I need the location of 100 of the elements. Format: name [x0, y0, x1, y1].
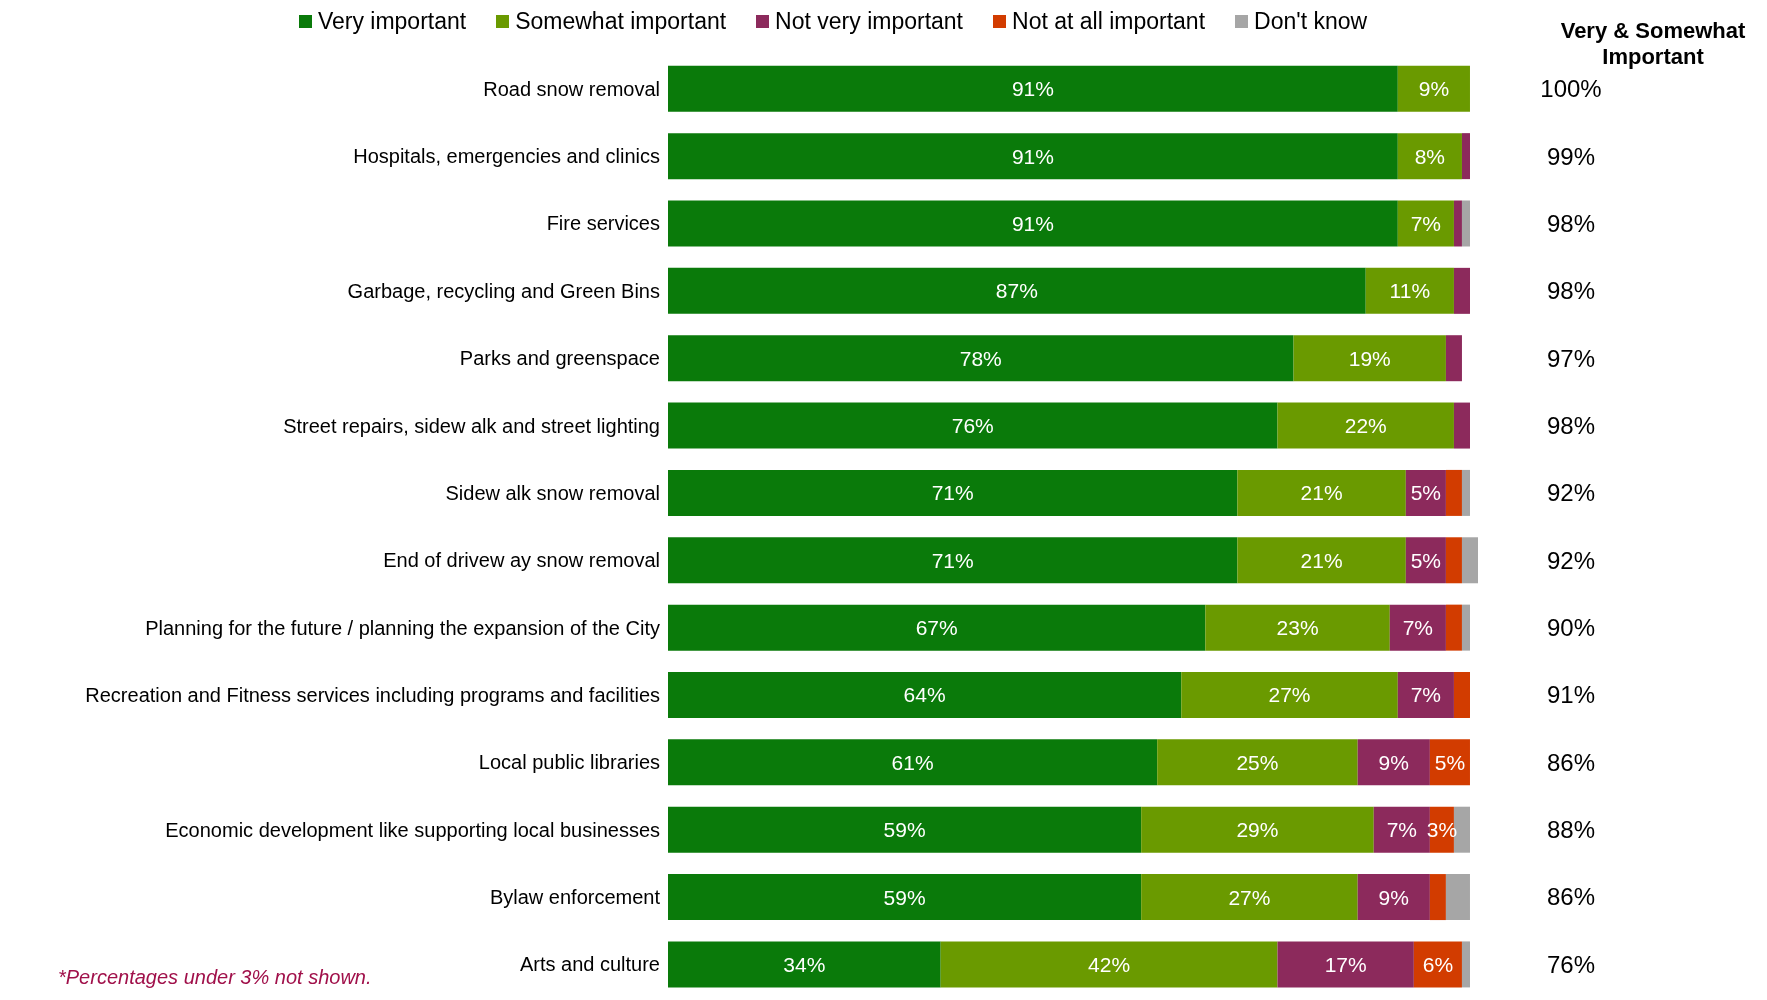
data-label: 9%	[1418, 77, 1450, 101]
text: 88%	[1546, 816, 1596, 844]
text: Very & Somewhat Important	[1559, 18, 1747, 70]
text: 98%	[1546, 277, 1596, 305]
data-label: 6%	[1422, 952, 1454, 976]
y-tick-label: Sidew alk snow removal	[445, 481, 660, 504]
bar	[1461, 537, 1478, 584]
data-label: 7%	[1410, 211, 1442, 235]
bar	[1365, 267, 1454, 314]
bar	[1157, 739, 1358, 786]
bar	[1429, 874, 1446, 921]
data-label: 9%	[1378, 885, 1409, 909]
data-label: 25%	[1236, 750, 1279, 774]
data-label: 23%	[1276, 616, 1319, 640]
text: 98%	[1546, 209, 1596, 237]
y-tick-label: Fire services	[546, 212, 660, 235]
data-label: 21%	[1300, 548, 1343, 572]
bar	[1445, 537, 1462, 584]
legend-label: Somewhat important	[515, 8, 727, 35]
bar	[1237, 469, 1406, 516]
bar	[668, 335, 1294, 382]
bar	[1445, 604, 1462, 651]
bar	[668, 941, 941, 988]
data-label: 87%	[995, 279, 1038, 303]
bar	[1141, 874, 1358, 921]
bar	[1397, 133, 1462, 180]
y-tick-label: Planning for the future / planning the expansion of the City	[145, 616, 660, 639]
y-tick-label: Hospitals, emergencies and clinics	[353, 145, 660, 168]
data-label: 59%	[883, 885, 926, 909]
bar	[668, 739, 1158, 786]
bar	[1445, 335, 1462, 382]
bar	[1461, 469, 1470, 516]
bar	[668, 267, 1366, 314]
text: 92%	[1546, 479, 1596, 507]
legend-label: Very important	[317, 8, 467, 35]
legend-label: Don't know	[1254, 8, 1368, 35]
text: 90%	[1546, 614, 1596, 642]
bar	[1277, 941, 1414, 988]
data-label: 7%	[1386, 818, 1417, 842]
data-label: 11%	[1389, 279, 1431, 303]
bar	[1397, 65, 1470, 112]
bar	[1397, 200, 1454, 247]
data-label: 22%	[1344, 414, 1387, 438]
text: 86%	[1546, 883, 1596, 911]
data-label: 71%	[931, 481, 974, 505]
data-label: 64%	[903, 683, 946, 707]
bar	[1453, 671, 1470, 718]
y-tick-label: Road snow removal	[483, 77, 660, 100]
text: 97%	[1546, 344, 1596, 372]
y-tick-label: Street repairs, sidew alk and street lighting	[283, 414, 660, 437]
data-label: 7%	[1410, 683, 1442, 707]
data-label: 27%	[1228, 885, 1271, 909]
bar	[668, 537, 1238, 584]
bar	[1205, 604, 1390, 651]
y-tick-label: Local public libraries	[478, 751, 660, 774]
y-tick-label: Arts and culture	[519, 953, 660, 976]
data-label: 91%	[1011, 211, 1054, 235]
data-label: 67%	[915, 616, 958, 640]
data-label: 59%	[883, 818, 926, 842]
data-label: 76%	[951, 414, 994, 438]
bar	[1389, 604, 1446, 651]
data-label: 7%	[1402, 616, 1434, 640]
bar	[1357, 874, 1430, 921]
text: 91%	[1546, 681, 1596, 709]
bar	[1181, 671, 1398, 718]
data-label: 29%	[1236, 818, 1279, 842]
bar	[668, 874, 1142, 921]
data-label: 71%	[931, 548, 974, 572]
y-tick-label: Bylaw enforcement	[489, 886, 661, 909]
data-label: 19%	[1348, 346, 1391, 370]
data-label: 5%	[1410, 548, 1442, 572]
y-tick-label: Garbage, recycling and Green Bins	[347, 279, 660, 302]
text: 99%	[1546, 142, 1596, 170]
y-tick-label: Recreation and Fitness services including programs and facilities	[85, 683, 660, 706]
bar	[1237, 537, 1406, 584]
bar	[668, 65, 1398, 112]
data-label: 91%	[1011, 77, 1054, 101]
y-tick-label: End of drivew ay snow removal	[383, 549, 660, 572]
bar	[1277, 402, 1454, 449]
text: 86%	[1546, 748, 1596, 776]
text: 76%	[1546, 950, 1596, 978]
text: 92%	[1546, 546, 1596, 574]
bar	[668, 200, 1398, 247]
bar	[668, 671, 1182, 718]
data-label: 9%	[1378, 750, 1409, 774]
data-label: 27%	[1268, 683, 1311, 707]
bar	[1453, 267, 1470, 314]
data-label: 61%	[891, 750, 934, 774]
bar	[668, 402, 1278, 449]
bar	[1461, 200, 1470, 247]
bar	[1445, 874, 1470, 921]
y-tick-label: Parks and greenspace	[459, 347, 660, 370]
data-label: 78%	[959, 346, 1002, 370]
bar	[668, 806, 1142, 853]
bar	[1461, 941, 1470, 988]
text: 100%	[1540, 75, 1602, 103]
data-label: 34%	[783, 952, 826, 976]
bar	[1461, 133, 1470, 180]
data-label: 21%	[1300, 481, 1343, 505]
bar	[1445, 469, 1462, 516]
